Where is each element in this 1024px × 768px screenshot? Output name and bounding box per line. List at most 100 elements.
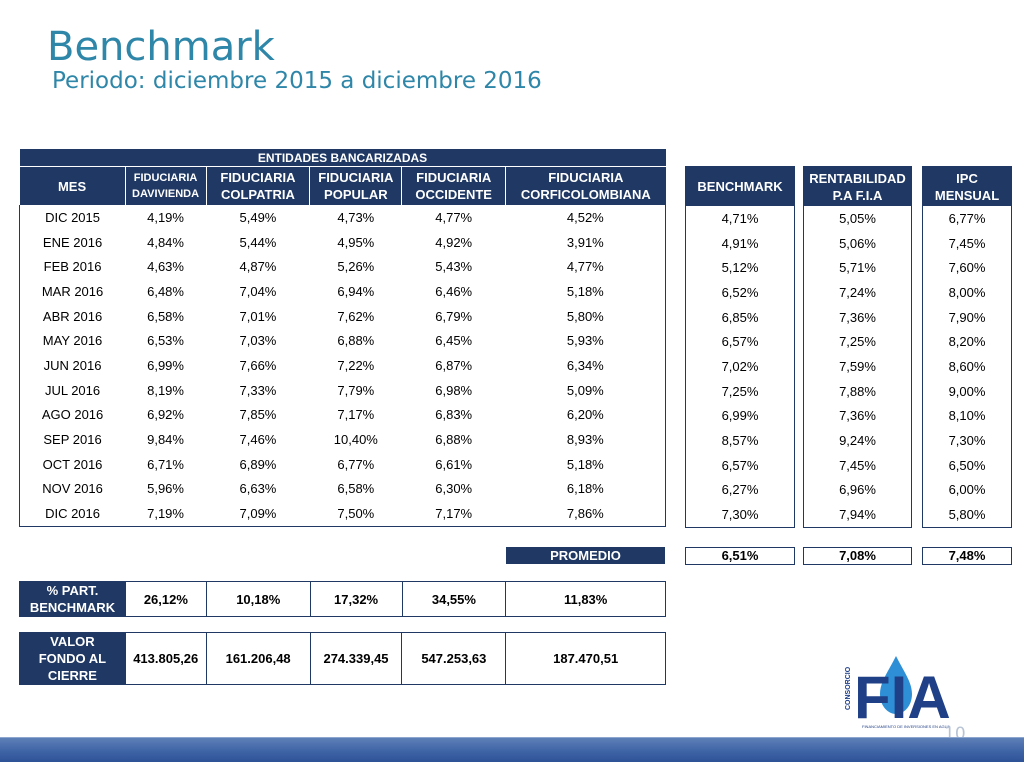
- col-popular-l2: POPULAR: [324, 187, 388, 202]
- table-row: 6,99%: [686, 404, 795, 429]
- occidente-value: 6,46%: [435, 283, 473, 299]
- row-month: MAY 2016: [42, 333, 103, 349]
- corficolombiana-value: 6,20%: [566, 407, 604, 423]
- ipc-value: 6,77%: [948, 210, 986, 226]
- valor-fondo-table: VALOR FONDO AL CIERRE 413.805,26 161.206…: [19, 632, 666, 685]
- participacion-value: 17,32%: [309, 581, 403, 617]
- col-occidente-l1: FIDUCIARIA: [416, 170, 492, 185]
- table-row: 5,12%: [686, 255, 795, 280]
- davivienda-value: 5,96%: [147, 481, 184, 497]
- logo-side-text: CONSORCIO: [845, 666, 852, 710]
- valor-fondo-label-l2: FONDO AL: [38, 651, 107, 666]
- table-row: MAY 2016 6,53% 7,03% 6,88% 6,45% 5,93%: [20, 328, 666, 353]
- participacion-value: 34,55%: [401, 581, 507, 617]
- row-month: JUN 2016: [43, 357, 102, 373]
- occidente-value: 6,79%: [435, 308, 473, 324]
- col-davivienda-l2: DAVIVIENDA: [132, 188, 200, 200]
- table-row: 8,57%: [686, 428, 795, 453]
- rentabilidad-value: 5,71%: [839, 260, 876, 276]
- table-row: 5,80%: [923, 502, 1012, 527]
- col-colpatria: FIDUCIARIA COLPATRIA: [206, 166, 311, 205]
- table-row: 6,57%: [686, 453, 795, 478]
- row-month: SEP 2016: [43, 432, 102, 448]
- table-row: 7,36%: [804, 404, 912, 429]
- ipc-value: 7,60%: [948, 260, 986, 276]
- ipc-value: 8,60%: [948, 358, 986, 374]
- valor-fondo-label: VALOR FONDO AL CIERRE: [19, 632, 126, 685]
- rentabilidad-value: 7,88%: [839, 383, 876, 399]
- col-rentabilidad-l2: P.A F.I.A: [832, 187, 883, 203]
- row-month: FEB 2016: [43, 259, 102, 275]
- table-row: 5,06%: [804, 231, 912, 256]
- corficolombiana-value: 8,93%: [566, 432, 604, 448]
- occidente-value: 6,88%: [435, 432, 473, 448]
- rentabilidad-body: 5,05% 5,06% 5,71% 7,24% 7,36% 7,25% 7,59% 7,88%…: [804, 206, 912, 527]
- ipc-value: 8,20%: [948, 334, 986, 350]
- valor-fondo-label-l3: CIERRE: [47, 668, 97, 683]
- table-row: 7,02%: [686, 354, 795, 379]
- col-corficolombiana-l2: CORFICOLOMBIANA: [520, 187, 651, 202]
- row-month: JUL 2016: [44, 382, 101, 398]
- valor-fondo-value: 547.253,63: [401, 632, 507, 685]
- col-rentabilidad-l1: RENTABILIDAD: [809, 170, 906, 186]
- benchmark-table: BENCHMARK 4,71% 4,91% 5,12% 6,52% 6,85% 6,57%…: [685, 166, 795, 528]
- table-row: DIC 2015 4,19% 5,49% 4,73% 4,77% 4,52%: [20, 205, 666, 230]
- occidente-value: 6,30%: [435, 481, 473, 497]
- occidente-value: 6,98%: [435, 382, 473, 398]
- rentabilidad-value: 7,59%: [839, 358, 876, 374]
- popular-value: 7,50%: [337, 506, 375, 522]
- table-row: 6,85%: [686, 305, 795, 330]
- davivienda-value: 6,71%: [147, 456, 184, 472]
- table-row: SEP 2016 9,84% 7,46% 10,40% 6,88% 8,93%: [20, 427, 666, 452]
- popular-value: 6,77%: [337, 456, 375, 472]
- table-row: 7,45%: [923, 231, 1012, 256]
- benchmark-value: 6,52%: [721, 284, 759, 300]
- table-row: 7,90%: [923, 305, 1012, 330]
- col-ipc-l1: IPC: [956, 170, 978, 186]
- rentabilidad-value: 7,45%: [839, 457, 876, 473]
- col-corficolombiana: FIDUCIARIA CORFICOLOMBIANA: [505, 166, 666, 205]
- popular-value: 4,73%: [337, 209, 375, 225]
- colpatria-value: 7,04%: [239, 283, 277, 299]
- rentabilidad-value: 7,36%: [839, 309, 876, 325]
- benchmark-value: 5,12%: [721, 260, 759, 276]
- row-month: ABR 2016: [42, 308, 103, 324]
- participacion-value: 10,18%: [205, 581, 311, 617]
- davivienda-value: 4,84%: [147, 234, 184, 250]
- table-row: 8,10%: [923, 404, 1012, 429]
- ipc-value: 6,00%: [948, 482, 986, 498]
- davivienda-value: 4,19%: [147, 209, 184, 225]
- benchmark-value: 7,02%: [721, 358, 759, 374]
- benchmark-value: 7,25%: [721, 383, 759, 399]
- row-month: MAR 2016: [41, 283, 104, 299]
- col-benchmark: BENCHMARK: [685, 166, 795, 206]
- col-rentabilidad: RENTABILIDAD P.A F.I.A: [803, 166, 912, 206]
- corficolombiana-value: 5,18%: [566, 283, 604, 299]
- colpatria-value: 7,03%: [239, 333, 277, 349]
- table-row: 7,30%: [686, 502, 795, 527]
- colpatria-value: 7,33%: [239, 382, 277, 398]
- valor-fondo-value: 274.339,45: [309, 632, 403, 685]
- table-row: 6,57%: [686, 329, 795, 354]
- benchmark-value: 7,30%: [721, 507, 759, 523]
- occidente-value: 6,87%: [435, 357, 473, 373]
- colpatria-value: 7,85%: [239, 407, 277, 423]
- table-row: 8,20%: [923, 329, 1012, 354]
- benchmark-value: 8,57%: [721, 433, 759, 449]
- col-colpatria-l2: COLPATRIA: [220, 187, 295, 202]
- corficolombiana-value: 3,91%: [566, 234, 604, 250]
- col-ipc: IPC MENSUAL: [922, 166, 1012, 206]
- benchmark-value: 6,99%: [721, 408, 759, 424]
- popular-value: 7,62%: [337, 308, 375, 324]
- col-occidente: FIDUCIARIA OCCIDENTE: [401, 166, 507, 205]
- popular-value: 7,22%: [337, 357, 375, 373]
- occidente-value: 6,45%: [435, 333, 473, 349]
- fia-logo: CONSORCIO FIA FINANCIAMIENTO DE INVERSIO…: [845, 656, 951, 731]
- davivienda-value: 4,63%: [147, 259, 184, 275]
- participacion-value: 26,12%: [124, 581, 207, 617]
- corficolombiana-value: 4,77%: [566, 259, 604, 275]
- table-row: 7,94%: [804, 502, 912, 527]
- benchmark-value: 4,71%: [721, 210, 759, 226]
- colpatria-value: 7,01%: [239, 308, 277, 324]
- table-row: NOV 2016 5,96% 6,63% 6,58% 6,30% 6,18%: [20, 477, 666, 502]
